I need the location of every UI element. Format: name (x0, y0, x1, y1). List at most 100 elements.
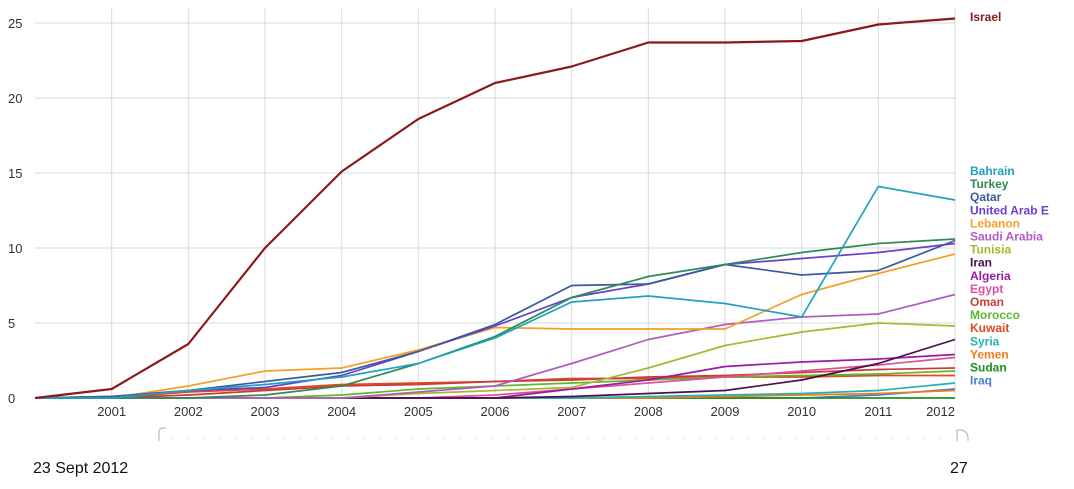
range-end-handle[interactable] (956, 429, 969, 441)
range-track-dot (571, 437, 573, 439)
x-tick-label: 2003 (251, 404, 280, 419)
range-track-dot (283, 437, 285, 439)
x-tick-label: 2004 (327, 404, 356, 419)
range-track-dot (363, 437, 365, 439)
legend-label-saudi-arabia: Saudi Arabia (970, 230, 1043, 244)
range-track-dot (347, 437, 349, 439)
legend-label-kuwait: Kuwait (970, 321, 1009, 335)
legend-label-iran: Iran (970, 256, 992, 270)
range-track-dot (379, 437, 381, 439)
range-track-dot (939, 437, 941, 439)
range-track-dot (731, 437, 733, 439)
range-track-dot (811, 437, 813, 439)
range-track-dot (331, 437, 333, 439)
range-track-dot (395, 437, 397, 439)
legend-label-syria: Syria (970, 334, 1000, 348)
chart-series-lines (34, 17, 956, 400)
range-track-dot (459, 437, 461, 439)
legend-label-sudan: Sudan (970, 361, 1007, 375)
legend-label-turkey: Turkey (970, 177, 1009, 191)
legend-label-algeria: Algeria (970, 269, 1011, 283)
series-line-turkey (35, 238, 956, 399)
legend-label-oman: Oman (970, 295, 1004, 309)
x-tick-label: 2009 (711, 404, 740, 419)
range-track-dot (795, 437, 797, 439)
legend-label-yemen: Yemen (970, 347, 1009, 361)
range-track-dot (315, 437, 317, 439)
x-tick-label: 2007 (557, 404, 586, 419)
range-track-dot (603, 437, 605, 439)
axis-tick-labels: 0 5 10 15 20 25 2001 2002 2003 2004 2005 2006 2007 20… (8, 16, 955, 419)
series-line-lebanon (35, 253, 956, 399)
range-track-dot (491, 437, 493, 439)
range-track-dot (555, 437, 557, 439)
range-track-dot (443, 437, 445, 439)
range-track-dot (763, 437, 765, 439)
range-track-dot (843, 437, 845, 439)
x-tick-label: 2008 (634, 404, 663, 419)
range-track-dot (859, 437, 861, 439)
range-track-dot (699, 437, 701, 439)
range-track-dot (651, 437, 653, 439)
range-track-dot (203, 437, 205, 439)
x-tick-label: 2001 (97, 404, 126, 419)
legend-label-bahrain: Bahrain (970, 164, 1015, 178)
range-track-dot (747, 437, 749, 439)
range-track-dot (267, 437, 269, 439)
range-start-handle[interactable] (158, 427, 166, 441)
range-track-dot (827, 437, 829, 439)
range-track-dot (411, 437, 413, 439)
y-tick-label: 5 (8, 316, 15, 331)
range-track-dot (635, 437, 637, 439)
range-track-dot (923, 437, 925, 439)
series-line-oman (35, 367, 956, 399)
x-tick-label: 2012 (926, 404, 955, 419)
y-tick-label: 15 (8, 166, 22, 181)
legend-label-israel: Israel (970, 10, 1001, 24)
legend-label-lebanon: Lebanon (970, 216, 1020, 230)
chart-grid (35, 8, 956, 399)
x-tick-label: 2002 (174, 404, 203, 419)
legend-label-united-arab-e: United Arab E (970, 203, 1049, 217)
y-tick-label: 0 (8, 391, 15, 406)
range-track-dot (187, 437, 189, 439)
range-track-dot (507, 437, 509, 439)
x-tick-label: 2010 (787, 404, 816, 419)
x-tick-label: 2005 (404, 404, 433, 419)
legend-label-iraq: Iraq (970, 374, 992, 388)
range-track-dot (539, 437, 541, 439)
range-track-dot (891, 437, 893, 439)
range-track-dot (427, 437, 429, 439)
legend-label-qatar: Qatar (970, 190, 1002, 204)
range-track-dot (779, 437, 781, 439)
range-track-dot (683, 437, 685, 439)
legend-label-egypt: Egypt (970, 282, 1003, 296)
series-line-bahrain (35, 185, 956, 399)
y-tick-label: 20 (8, 91, 22, 106)
range-track-dot (251, 437, 253, 439)
legend-label-morocco: Morocco (970, 308, 1020, 322)
legend-label-tunisia: Tunisia (970, 243, 1011, 257)
y-tick-label: 25 (8, 16, 22, 31)
series-line-israel (34, 17, 956, 400)
page-number: 27 (950, 460, 968, 477)
x-tick-label: 2011 (864, 404, 892, 419)
range-track-dot (907, 437, 909, 439)
footer-date: 23 Sept 2012 (33, 460, 129, 477)
range-track-dot (667, 437, 669, 439)
range-track-dot (715, 437, 717, 439)
x-tick-label: 2006 (481, 404, 510, 419)
range-track-dot (171, 437, 173, 439)
range-track-dot (875, 437, 877, 439)
y-tick-label: 10 (8, 241, 22, 256)
range-track-dot (475, 437, 477, 439)
range-track-dot (523, 437, 525, 439)
range-track-dot (587, 437, 589, 439)
range-track-dot (235, 437, 237, 439)
range-track-dot (299, 437, 301, 439)
range-track-dot (219, 437, 221, 439)
timeline-scroll-handles[interactable] (158, 427, 969, 441)
range-track-dot (619, 437, 621, 439)
